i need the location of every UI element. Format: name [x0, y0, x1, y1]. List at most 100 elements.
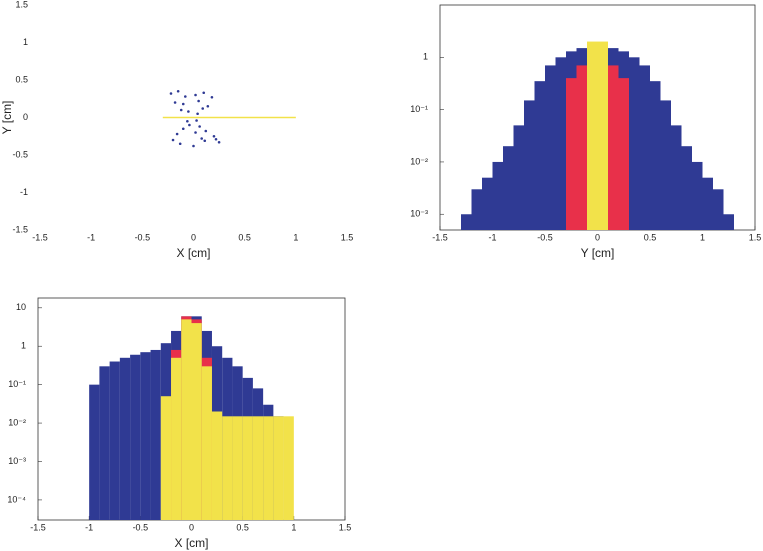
scatter-point [173, 101, 177, 104]
scatter-point [175, 132, 179, 136]
histogram-bar [181, 319, 192, 520]
scatter-point [212, 134, 216, 138]
scatter-point [197, 99, 200, 103]
scatter-point [188, 123, 191, 127]
histogram-bar [150, 349, 161, 520]
histogram-bar [283, 416, 294, 520]
histogram-bar [140, 352, 151, 520]
histogram-bar [99, 366, 110, 520]
scatter-point [214, 137, 218, 141]
x-tick-label: -0.5 [537, 232, 553, 242]
scatter-point [184, 95, 187, 98]
x-tick-label: -1.5 [32, 232, 48, 242]
x-tick-label: 0 [189, 522, 194, 532]
histogram-bar [608, 65, 619, 230]
scatter-point [200, 137, 203, 140]
x-tick-label: -1.5 [432, 232, 448, 242]
scatter-point [204, 129, 208, 133]
y-tick-label: -1.5 [12, 224, 28, 234]
y-tick-label: -0.5 [12, 149, 28, 159]
x-tick-label: 1 [291, 522, 296, 532]
histogram-bar [482, 177, 493, 230]
histogram-bar [692, 161, 703, 230]
histogram-bar [89, 384, 100, 520]
x-axis-title: Y [cm] [581, 246, 615, 260]
histogram-bar [534, 81, 545, 230]
histogram-bar [660, 100, 671, 230]
y-tick-label: 10⁻⁴ [7, 494, 26, 504]
histogram-bar [555, 57, 566, 230]
scatter-point [194, 93, 197, 97]
y-tick-label: 10⁻³ [8, 456, 26, 466]
histogram-bar [618, 78, 629, 230]
histogram-bar [681, 146, 692, 230]
histogram-bar [242, 416, 253, 520]
histogram-bar [587, 41, 598, 231]
x-tick-label: 0.5 [238, 232, 251, 242]
x-tick-label: 1.5 [749, 232, 762, 242]
histogram-bar [109, 361, 120, 520]
x-tick-label: 1 [700, 232, 705, 242]
histogram-bar [576, 65, 587, 230]
y-tick-label: 1 [423, 52, 428, 62]
histogram-bar [232, 416, 243, 520]
scatter-point [196, 112, 199, 116]
y-tick-label: 10⁻¹ [8, 379, 26, 389]
histogram-bar [171, 357, 182, 520]
scatter-point [169, 92, 173, 95]
x-axis-title: X [cm] [176, 246, 210, 260]
scatter-point [217, 140, 221, 144]
scatter-point [194, 131, 197, 134]
histogram-bar [629, 57, 640, 230]
x-tick-label: 0.5 [236, 522, 249, 532]
histogram-bar [639, 65, 650, 230]
histogram-bar [566, 78, 577, 230]
x-tick-label: -0.5 [135, 232, 151, 242]
histogram-bar [702, 177, 713, 230]
scatter-point [181, 102, 185, 106]
scatter-point [186, 119, 189, 123]
histogram-bar [545, 65, 556, 230]
x-tick-label: 0.5 [644, 232, 657, 242]
histogram-bar [597, 41, 608, 231]
scatter-point [201, 107, 205, 110]
x-tick-label: 1.5 [341, 232, 354, 242]
histogram-bar [160, 396, 172, 520]
histogram-bar [461, 214, 472, 230]
histogram-bar [211, 411, 223, 520]
x-tick-label: -1 [87, 232, 95, 242]
scatter-point [181, 127, 185, 131]
scatter-point [203, 139, 207, 143]
histogram-bar [119, 357, 131, 520]
histogram-bar [713, 189, 724, 230]
histogram-bar [222, 416, 233, 520]
histogram-bar [273, 416, 284, 520]
histogram-bar [524, 100, 535, 230]
y-tick-label: 10⁻¹ [410, 104, 428, 114]
scatter-point [176, 89, 180, 93]
histogram-bar [130, 354, 141, 520]
x-axis-title: X [cm] [174, 536, 208, 550]
scatter-point [187, 110, 190, 113]
histogram-bar [723, 214, 734, 230]
x-tick-label: -1 [85, 522, 93, 532]
y-tick-label: 1 [23, 37, 28, 47]
x-tick-label: 1 [293, 232, 298, 242]
x-tick-label: 0 [191, 232, 196, 242]
histogram-bar [503, 146, 514, 230]
y-axis-title: Y [cm] [0, 101, 14, 135]
histogram-bar [513, 125, 524, 230]
histogram-bar [263, 416, 274, 520]
y-tick-label: 0.5 [15, 74, 28, 84]
histogram-bar [471, 189, 482, 230]
scatter-point [195, 119, 198, 122]
scatter-point [171, 138, 175, 142]
scatter-point [179, 108, 183, 112]
histogram-bar [492, 161, 503, 230]
y-tick-label: 1 [21, 341, 26, 351]
x-tick-label: 0 [595, 232, 600, 242]
scatter-point [192, 144, 195, 148]
y-tick-label: 10⁻³ [410, 209, 428, 219]
y-tick-label: 10 [16, 302, 26, 312]
